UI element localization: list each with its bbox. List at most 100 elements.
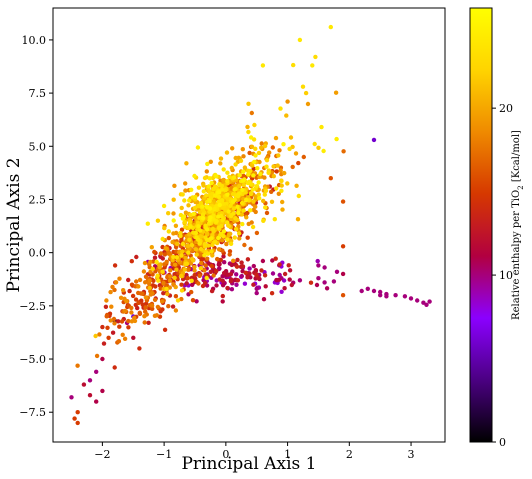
scatter-point <box>301 154 306 160</box>
scatter-point <box>273 256 278 261</box>
scatter-point <box>173 262 178 267</box>
scatter-point <box>229 262 234 268</box>
scatter-point <box>229 185 234 191</box>
scatter-point <box>261 198 266 204</box>
scatter-point <box>321 148 326 154</box>
scatter-point <box>252 159 257 165</box>
scatter-point <box>280 207 285 212</box>
scatter-point <box>305 101 311 107</box>
scatter-point <box>240 264 246 269</box>
scatter-point <box>237 183 242 188</box>
scatter-point <box>122 308 128 314</box>
scatter-point <box>195 145 201 150</box>
scatter-point <box>196 185 202 190</box>
scatter-point <box>270 258 275 263</box>
scatter-point <box>245 235 250 240</box>
scatter-point <box>221 229 227 234</box>
scatter-point <box>149 303 155 308</box>
scatter-point <box>171 254 176 260</box>
scatter-point <box>168 268 173 273</box>
scatter-point <box>182 198 187 203</box>
scatter-point <box>193 247 199 252</box>
scatter-point <box>127 288 132 294</box>
scatter-point <box>164 286 169 292</box>
scatter-point <box>198 266 204 271</box>
scatter-point <box>166 304 171 309</box>
scatter-point <box>225 179 230 184</box>
scatter-point <box>297 37 303 43</box>
scatter-point <box>216 199 221 204</box>
scatter-point <box>152 249 157 255</box>
scatter-point <box>204 227 210 232</box>
scatter-point <box>208 236 214 241</box>
scatter-point <box>134 279 139 284</box>
scatter-point <box>179 296 184 302</box>
scatter-point <box>267 150 272 155</box>
scatter-point <box>143 305 148 310</box>
scatter-point <box>173 308 179 313</box>
scatter-point <box>178 233 183 239</box>
scatter-point <box>256 150 262 156</box>
scatter-point <box>212 207 217 212</box>
scatter-point <box>240 178 246 183</box>
scatter-point <box>166 229 171 234</box>
scatter-point <box>288 135 294 140</box>
scatter-point <box>264 210 270 216</box>
scatter-point <box>187 247 192 252</box>
scatter-point <box>274 169 279 174</box>
scatter-point <box>142 260 148 266</box>
scatter-point <box>160 269 165 274</box>
scatter-point <box>234 264 240 269</box>
scatter-point <box>173 223 179 228</box>
scatter-point <box>296 160 301 166</box>
scatter-point <box>272 217 277 222</box>
scatter-point <box>219 187 225 192</box>
scatter-point <box>285 99 290 104</box>
scatter-point <box>249 110 254 116</box>
scatter-point <box>239 212 245 217</box>
scatter-point <box>313 54 318 60</box>
scatter-point <box>192 268 197 273</box>
scatter-point <box>155 273 160 278</box>
scatter-point <box>143 295 149 300</box>
scatter-point <box>271 164 276 169</box>
scatter-point <box>271 174 276 179</box>
scatter-point <box>239 273 244 279</box>
scatter-point <box>75 420 80 426</box>
y-axis-title: Principal Axis 2 <box>4 157 24 292</box>
scatter-point <box>296 193 301 199</box>
scatter-point <box>207 198 212 204</box>
scatter-point <box>245 124 250 130</box>
scatter-point <box>216 247 222 252</box>
scatter-point <box>334 269 340 274</box>
scatter-point <box>290 164 295 170</box>
scatter-point <box>274 186 279 191</box>
scatter-point <box>142 320 147 325</box>
scatter-point <box>179 273 184 279</box>
scatter-point <box>260 63 266 68</box>
scatter-point <box>237 191 242 196</box>
scatter-point <box>241 182 246 188</box>
scatter-point <box>179 205 184 211</box>
scatter-point <box>217 277 222 282</box>
scatter-point <box>162 225 167 231</box>
scatter-point <box>207 176 212 181</box>
scatter-point <box>140 291 145 296</box>
y-tick-label: 2.5 <box>29 193 47 206</box>
scatter-point <box>316 276 321 281</box>
scatter-point <box>282 286 287 291</box>
scatter-point <box>134 254 139 260</box>
scatter-point <box>310 63 315 68</box>
scatter-point <box>199 234 204 239</box>
scatter-point <box>230 146 235 151</box>
scatter-point <box>225 170 230 175</box>
scatter-point <box>113 280 119 285</box>
scatter-point <box>131 335 136 340</box>
scatter-point <box>194 235 199 240</box>
scatter-point <box>153 284 158 289</box>
scatter-point <box>167 278 173 283</box>
scatter-point <box>155 218 161 223</box>
scatter-point <box>269 189 274 194</box>
scatter-point <box>198 246 204 252</box>
scatter-point <box>248 246 253 251</box>
